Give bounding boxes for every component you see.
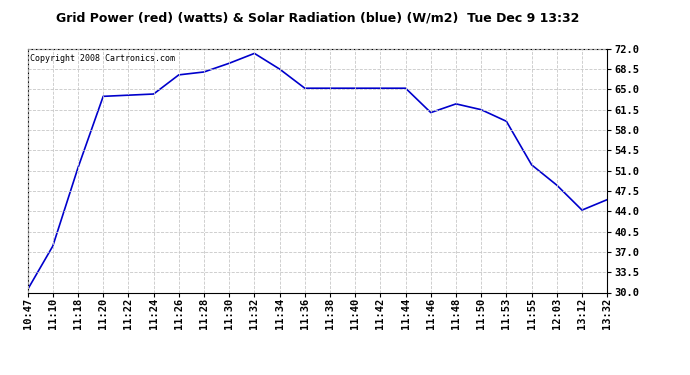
Text: Copyright 2008 Cartronics.com: Copyright 2008 Cartronics.com: [30, 54, 175, 63]
Text: Grid Power (red) (watts) & Solar Radiation (blue) (W/m2)  Tue Dec 9 13:32: Grid Power (red) (watts) & Solar Radiati…: [56, 11, 579, 24]
